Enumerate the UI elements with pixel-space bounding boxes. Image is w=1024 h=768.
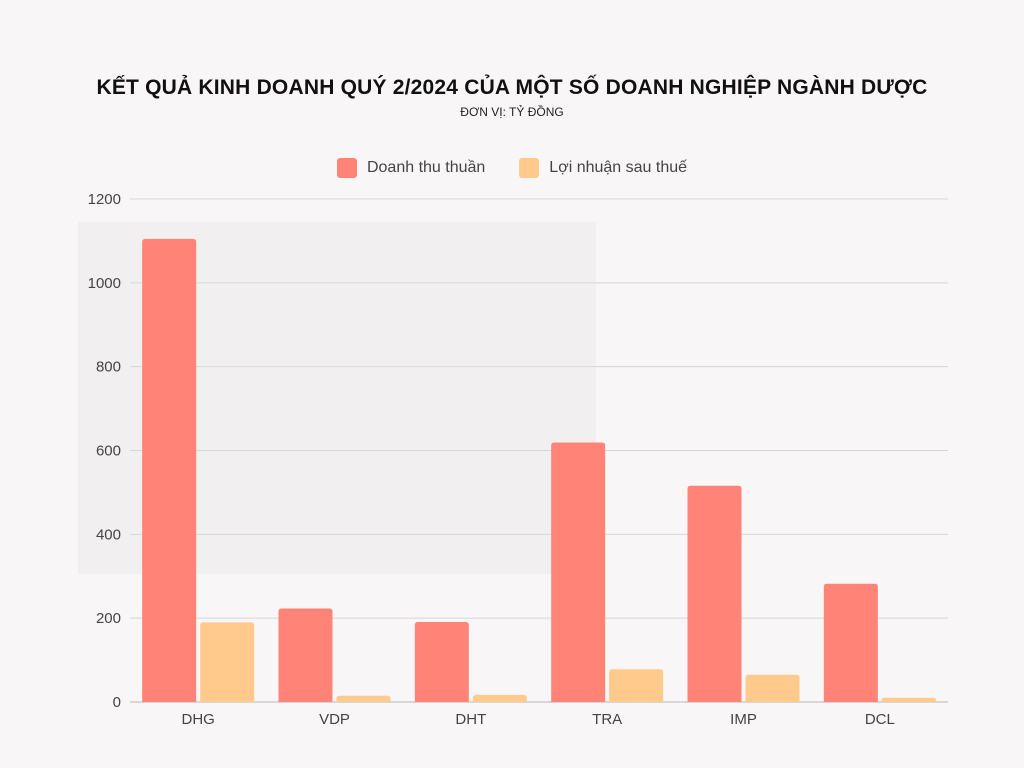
y-tick-label: 400	[96, 526, 121, 543]
y-tick-label: 1000	[88, 275, 121, 292]
legend-swatch-revenue	[336, 158, 357, 178]
bar-revenue-dhg[interactable]	[142, 238, 197, 702]
y-tick-label: 0	[113, 694, 121, 711]
chart-legend: Doanh thu thuần Lợi nhuận sau thuế	[0, 158, 1024, 178]
y-tick-label: 800	[96, 359, 121, 376]
y-tick-label: 600	[96, 443, 121, 460]
x-tick-label-imp: IMP	[730, 711, 757, 728]
y-tick-label: 1200	[88, 191, 121, 208]
bar-revenue-imp[interactable]	[687, 485, 742, 702]
legend-swatch-profit	[519, 158, 540, 178]
x-tick-label-dht: DHT	[455, 711, 486, 728]
bar-revenue-dcl[interactable]	[823, 583, 878, 702]
x-tick-label-vdp: VDP	[319, 711, 350, 728]
bar-profit-dhg[interactable]	[200, 622, 255, 702]
bar-profit-dcl[interactable]	[881, 697, 936, 702]
bar-profit-imp[interactable]	[745, 674, 800, 702]
bar-profit-tra[interactable]	[609, 669, 664, 702]
x-tick-label-dhg: DHG	[181, 711, 214, 728]
bar-revenue-vdp[interactable]	[278, 608, 333, 702]
bar-profit-dht[interactable]	[472, 694, 527, 702]
legend-label-profit: Lợi nhuận sau thuế	[549, 159, 688, 176]
x-tick-label-tra: TRA	[592, 711, 622, 728]
bar-profit-vdp[interactable]	[336, 695, 391, 702]
y-tick-label: 200	[96, 610, 121, 627]
chart-subtitle: ĐƠN VỊ: TỶ ĐỒNG	[460, 105, 564, 119]
legend-item-revenue[interactable]: Doanh thu thuần	[336, 158, 486, 178]
chart-title: KẾT QUẢ KINH DOANH QUÝ 2/2024 CỦA MỘT SỐ…	[96, 76, 928, 99]
bar-revenue-dht[interactable]	[414, 621, 469, 702]
x-tick-label-dcl: DCL	[865, 711, 895, 728]
bar-revenue-tra[interactable]	[551, 442, 606, 702]
legend-label-revenue: Doanh thu thuần	[366, 159, 486, 176]
legend-item-profit[interactable]: Lợi nhuận sau thuế	[519, 158, 687, 178]
